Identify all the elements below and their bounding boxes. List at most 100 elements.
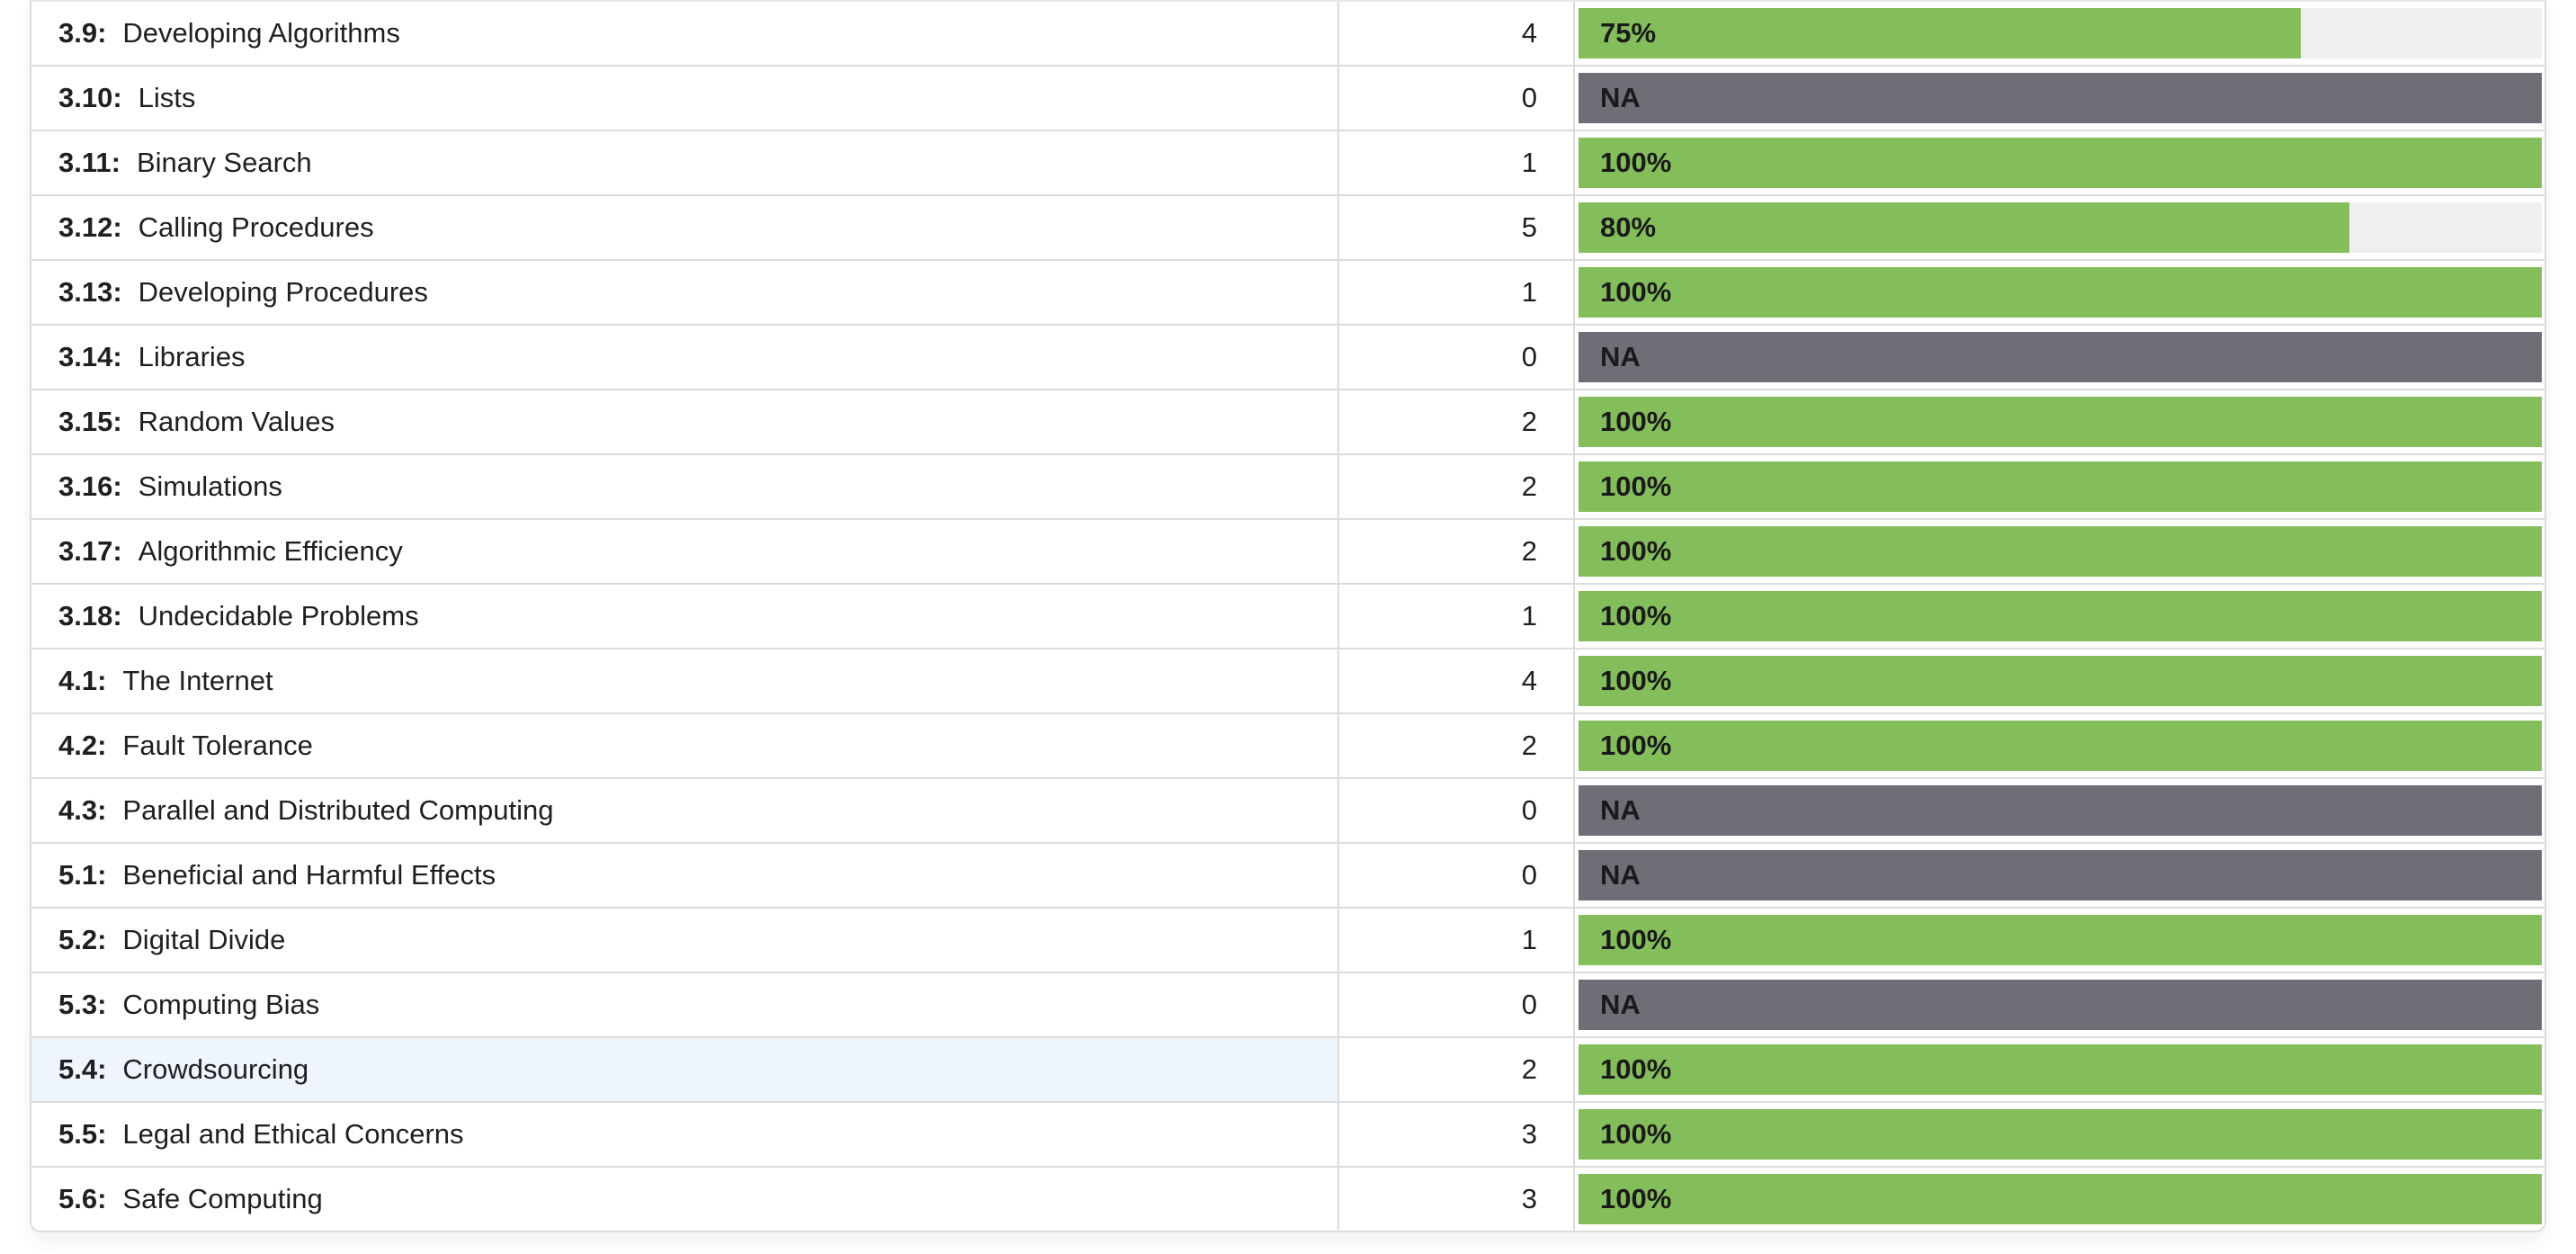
score-label: NA: [1600, 82, 1641, 113]
score-progress-fill: [1579, 397, 2542, 447]
score-progress-bar: 100%: [1579, 721, 2542, 771]
topic-code: 4.2:: [58, 730, 107, 761]
topic-cell[interactable]: 5.6: Safe Computing: [31, 1168, 1339, 1231]
topic-code: 3.17:: [58, 535, 122, 567]
score-cell: 100%: [1575, 1168, 2545, 1231]
table-row[interactable]: 5.5: Legal and Ethical Concerns 3 100%: [31, 1101, 2545, 1166]
score-label: 100%: [1600, 1118, 1672, 1150]
question-count: 2: [1339, 390, 1575, 453]
score-cell: 100%: [1575, 1038, 2545, 1101]
score-cell: 100%: [1575, 1103, 2545, 1166]
question-count: 2: [1339, 455, 1575, 518]
topic-code: 3.10:: [58, 82, 122, 113]
table-row[interactable]: 5.1: Beneficial and Harmful Effects 0 NA: [31, 842, 2545, 907]
table-row[interactable]: 3.9: Developing Algorithms 4 75%: [31, 0, 2545, 65]
topic-cell[interactable]: 3.16: Simulations: [31, 455, 1339, 518]
table-row[interactable]: 5.4: Crowdsourcing 2 100%: [31, 1036, 2545, 1101]
topic-name: Digital Divide: [122, 924, 286, 955]
topic-cell[interactable]: 3.18: Undecidable Problems: [31, 585, 1339, 648]
table-row[interactable]: 3.13: Developing Procedures 1 100%: [31, 259, 2545, 324]
topic-name: The Internet: [122, 665, 273, 696]
table-row[interactable]: 5.6: Safe Computing 3 100%: [31, 1166, 2545, 1231]
topic-code: 5.4:: [58, 1053, 107, 1085]
score-progress-bar: 75%: [1579, 8, 2542, 58]
topic-cell[interactable]: 5.3: Computing Bias: [31, 973, 1339, 1036]
table-row[interactable]: 5.2: Digital Divide 1 100%: [31, 907, 2545, 972]
table-row[interactable]: 4.2: Fault Tolerance 2 100%: [31, 712, 2545, 777]
table-body: 3.9: Developing Algorithms 4 75% 3.10: L…: [31, 0, 2545, 1231]
score-progress-bar: NA: [1579, 73, 2542, 123]
question-count: 2: [1339, 714, 1575, 777]
table-row[interactable]: 3.12: Calling Procedures 5 80%: [31, 194, 2545, 259]
topic-cell[interactable]: 3.11: Binary Search: [31, 131, 1339, 194]
topic-name: Legal and Ethical Concerns: [122, 1118, 464, 1150]
topic-name: Calling Procedures: [138, 211, 374, 243]
topic-code: 5.2:: [58, 924, 107, 955]
topic-code: 4.1:: [58, 665, 107, 696]
topic-code: 3.9:: [58, 17, 107, 49]
table-row[interactable]: 3.10: Lists 0 NA: [31, 65, 2545, 130]
score-label: 100%: [1600, 665, 1672, 696]
score-progress-fill: [1579, 202, 2349, 253]
score-cell: 100%: [1575, 585, 2545, 648]
topic-code: 5.5:: [58, 1118, 107, 1150]
score-progress-fill: [1579, 461, 2542, 512]
question-count: 1: [1339, 131, 1575, 194]
score-cell: 80%: [1575, 196, 2545, 259]
score-cell: 100%: [1575, 909, 2545, 972]
topic-cell[interactable]: 4.3: Parallel and Distributed Computing: [31, 779, 1339, 842]
topic-name: Fault Tolerance: [122, 730, 313, 761]
topic-cell[interactable]: 5.2: Digital Divide: [31, 909, 1339, 972]
score-progress-bar: NA: [1579, 785, 2542, 836]
topic-code: 5.3:: [58, 989, 107, 1020]
table-row[interactable]: 3.15: Random Values 2 100%: [31, 389, 2545, 453]
score-label: 100%: [1600, 730, 1672, 761]
score-label: 100%: [1600, 1183, 1672, 1214]
score-progress-bar: 100%: [1579, 1174, 2542, 1224]
table-row[interactable]: 3.17: Algorithmic Efficiency 2 100%: [31, 518, 2545, 583]
table-row[interactable]: 3.16: Simulations 2 100%: [31, 453, 2545, 518]
topic-code: 3.11:: [58, 147, 121, 178]
table-row[interactable]: 4.1: The Internet 4 100%: [31, 648, 2545, 712]
score-cell: 100%: [1575, 261, 2545, 324]
score-progress-bar: NA: [1579, 850, 2542, 900]
score-progress-bar: 80%: [1579, 202, 2542, 253]
question-count: 1: [1339, 909, 1575, 972]
topic-cell[interactable]: 3.12: Calling Procedures: [31, 196, 1339, 259]
score-progress-fill: [1579, 915, 2542, 965]
score-progress-fill: [1579, 656, 2542, 706]
topic-cell[interactable]: 3.10: Lists: [31, 67, 1339, 130]
topic-cell[interactable]: 5.5: Legal and Ethical Concerns: [31, 1103, 1339, 1166]
question-count: 0: [1339, 326, 1575, 389]
score-label: 100%: [1600, 406, 1672, 437]
topic-name: Algorithmic Efficiency: [138, 535, 403, 567]
score-progress-bar: 100%: [1579, 267, 2542, 318]
topic-cell[interactable]: 4.2: Fault Tolerance: [31, 714, 1339, 777]
topic-name: Binary Search: [136, 147, 312, 178]
topic-cell[interactable]: 5.1: Beneficial and Harmful Effects: [31, 844, 1339, 907]
table-row[interactable]: 5.3: Computing Bias 0 NA: [31, 972, 2545, 1036]
table-row[interactable]: 3.14: Libraries 0 NA: [31, 324, 2545, 389]
table-row[interactable]: 4.3: Parallel and Distributed Computing …: [31, 777, 2545, 842]
question-count: 0: [1339, 844, 1575, 907]
score-progress-bar: 100%: [1579, 461, 2542, 512]
topic-cell[interactable]: 3.17: Algorithmic Efficiency: [31, 520, 1339, 583]
topic-cell[interactable]: 3.14: Libraries: [31, 326, 1339, 389]
topic-code: 3.18:: [58, 600, 122, 631]
score-cell: 100%: [1575, 455, 2545, 518]
table-row[interactable]: 3.18: Undecidable Problems 1 100%: [31, 583, 2545, 648]
score-progress-bar: 100%: [1579, 526, 2542, 577]
score-progress-bar: 100%: [1579, 138, 2542, 188]
score-label: 80%: [1600, 211, 1657, 243]
score-progress-bar: NA: [1579, 332, 2542, 382]
topic-cell[interactable]: 5.4: Crowdsourcing: [31, 1038, 1339, 1101]
score-label: NA: [1600, 794, 1641, 826]
topic-cell[interactable]: 4.1: The Internet: [31, 649, 1339, 712]
score-progress-bar: 100%: [1579, 1109, 2542, 1160]
score-progress-fill: [1579, 591, 2542, 641]
score-cell: NA: [1575, 779, 2545, 842]
topic-cell[interactable]: 3.13: Developing Procedures: [31, 261, 1339, 324]
topic-cell[interactable]: 3.9: Developing Algorithms: [31, 2, 1339, 65]
topic-cell[interactable]: 3.15: Random Values: [31, 390, 1339, 453]
table-row[interactable]: 3.11: Binary Search 1 100%: [31, 130, 2545, 194]
